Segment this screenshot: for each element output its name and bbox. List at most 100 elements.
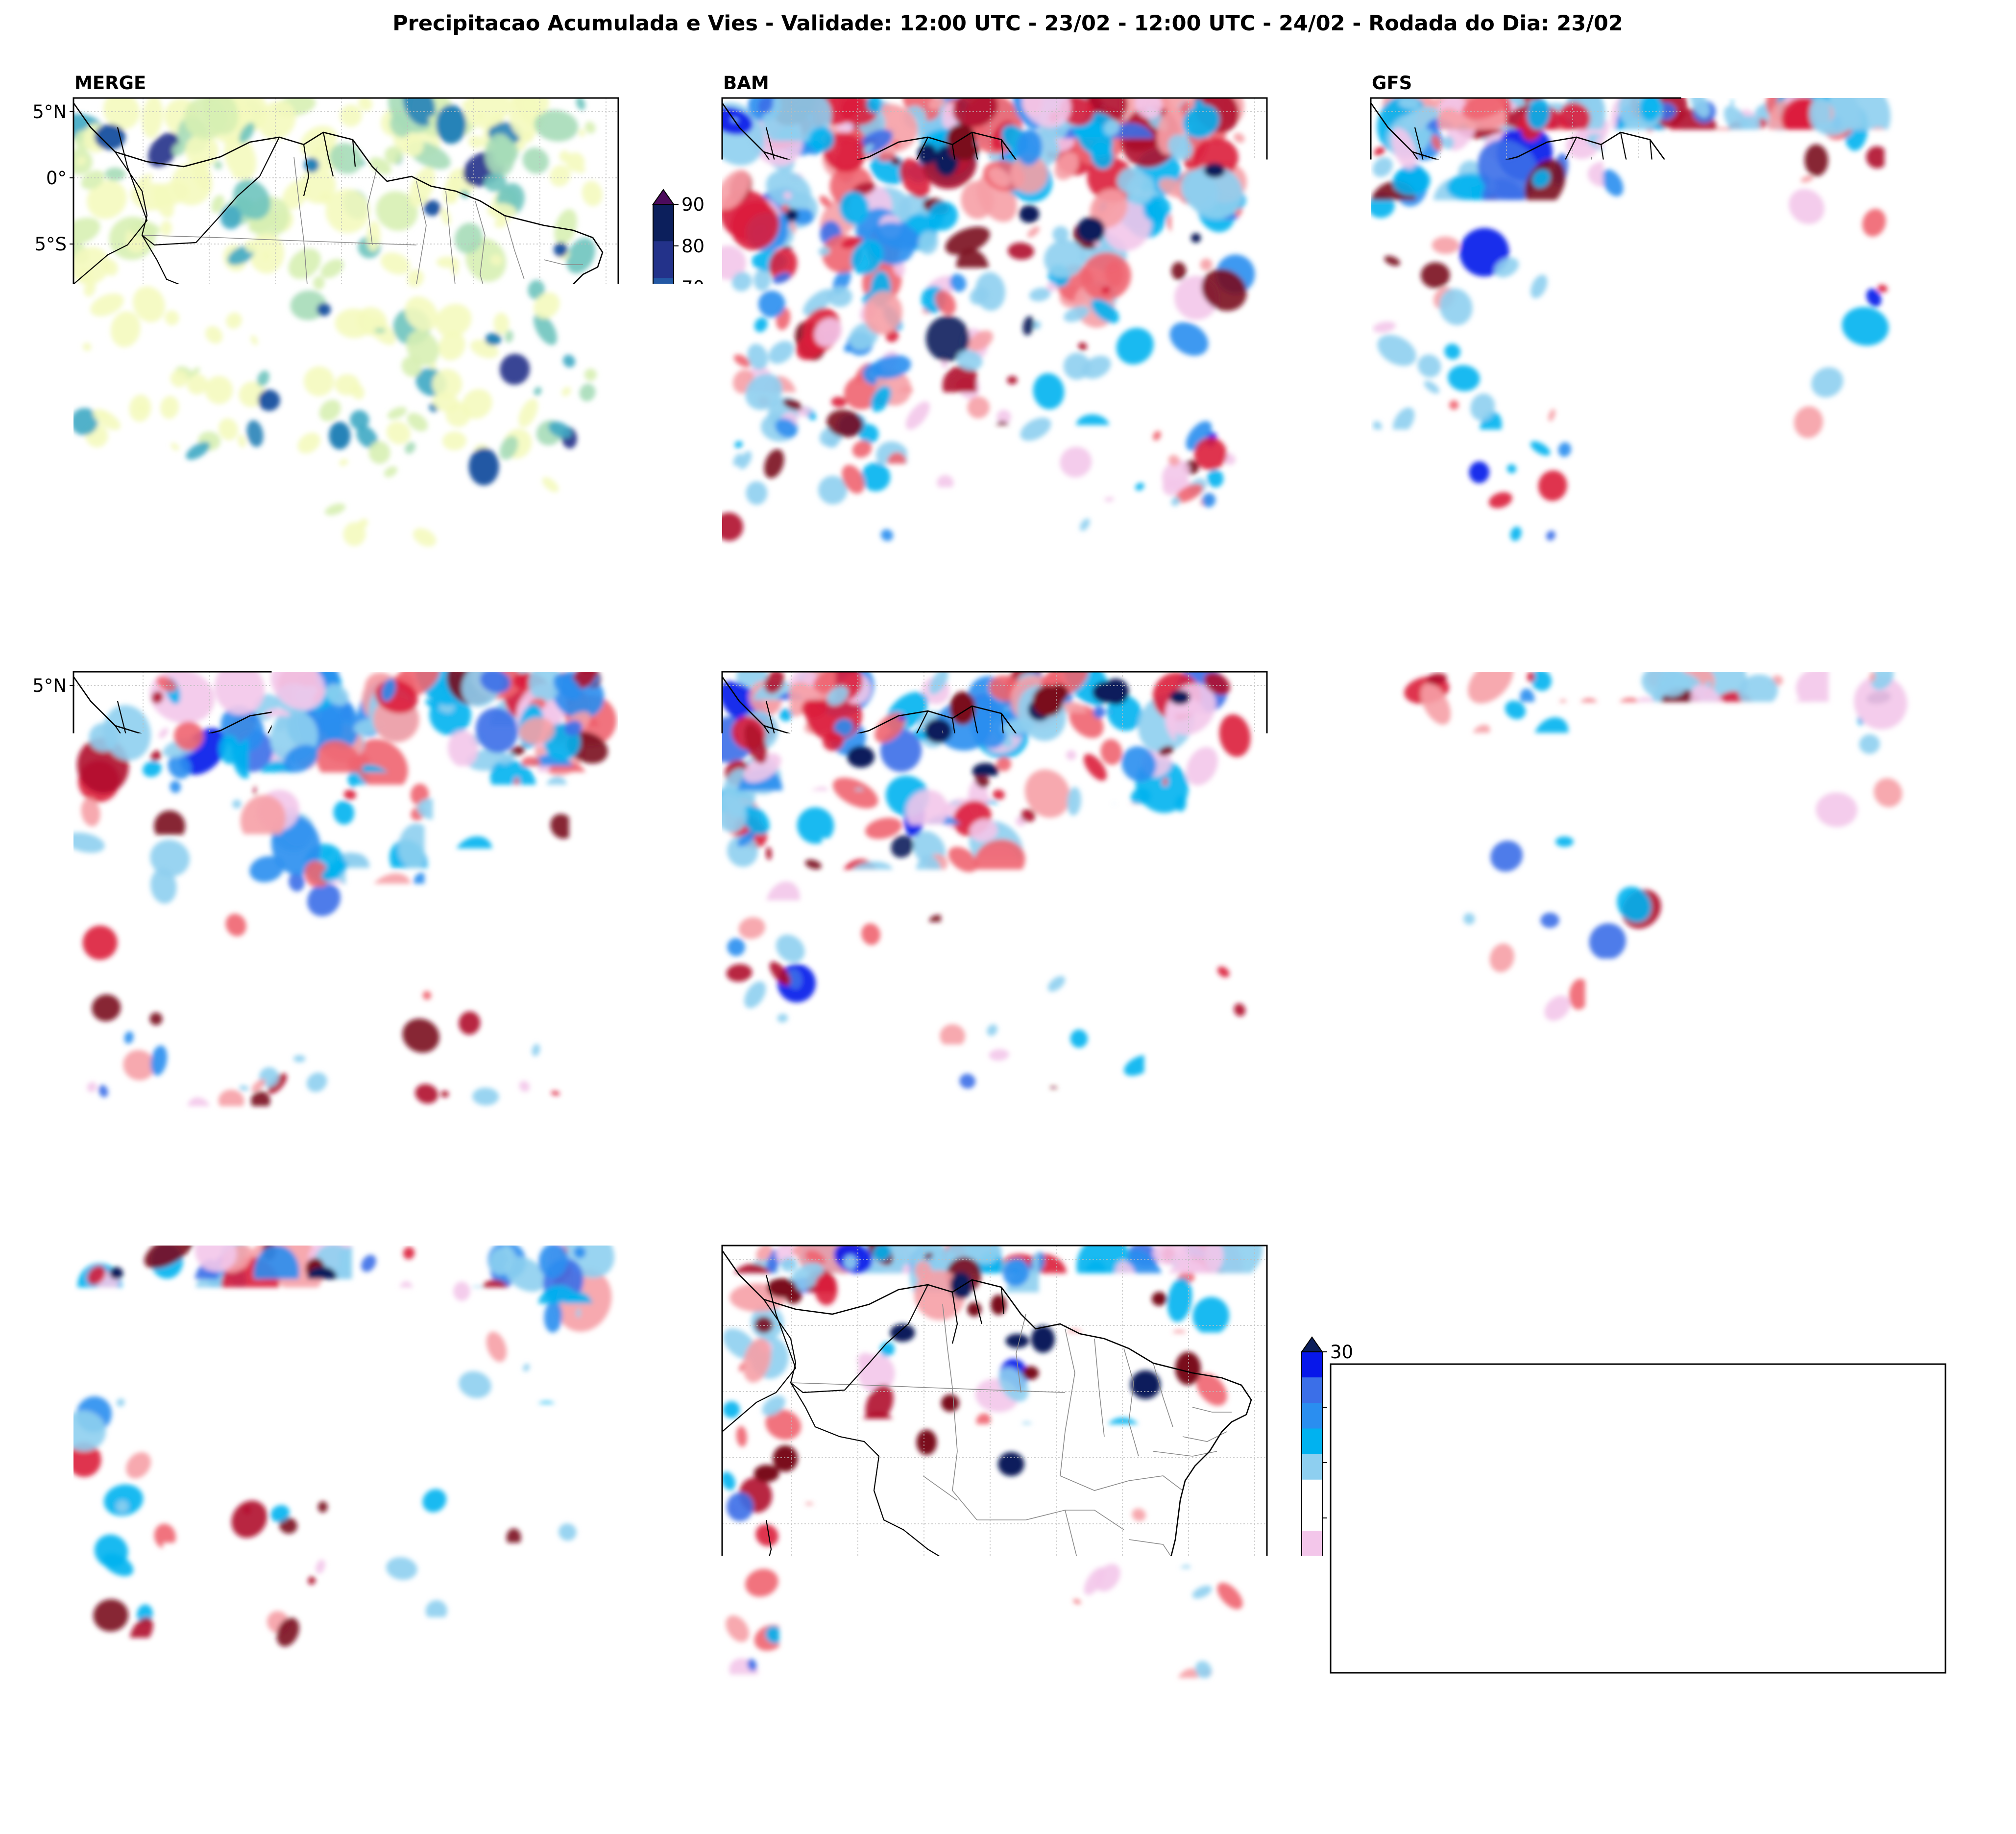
lon-tick-label: 50°W [1031,1798,1081,1819]
colorbar-segment [1950,1008,1971,1034]
panel-brams: BRAMSINPE/CGCT/DIPTC3020100−10−20−30 [1346,640,2016,1217]
colorbar-tick-label: 0 [1330,360,1342,381]
colorbar-tick-label: −30 [1979,526,2016,547]
field-core [1014,414,1030,433]
colorbar-segment [1950,511,1971,537]
lat-tick-label: 20°S [23,432,67,453]
colorbar-over-arrow [1302,190,1322,204]
colorbar-tick-label: 30 [681,443,704,465]
field-core [231,1307,252,1333]
colorbar-segment [1950,829,1971,855]
field-core [424,200,440,216]
colorbar-segment [653,829,674,855]
field-core [1637,392,1667,418]
colorbar-under-arrow [653,1684,674,1699]
field-core [1774,694,1798,719]
colorbar-tick-label: 20 [1330,249,1353,270]
field-core [740,863,767,883]
credit-label: INPE/CGCT/DIPTC [734,1177,902,1205]
field-core [485,333,501,345]
colorbar-segment [653,315,674,352]
colorbar-segment [1302,1582,1322,1608]
lat-tick-label: 5°N [32,101,67,122]
lon-tick-label: 55°W [965,1798,1015,1819]
map-area [56,70,618,643]
field-core [1104,272,1115,280]
svg-text:INPE/CGCT/DIPTC: INPE/CGCT/DIPTC [99,608,240,627]
field-core [1467,269,1478,277]
field-core [1610,925,1628,947]
colorbar-segment [653,982,674,1008]
colorbar-segment [1950,804,1971,830]
empty-axes [1331,1364,1945,1673]
colorbar-segment [653,500,674,537]
lat-tick-label: 25°S [23,498,67,519]
lon-tick-label: 60°W [899,1798,949,1819]
colorbar-tick-label: 10 [1330,305,1353,326]
colorbar-segment [653,957,674,983]
field-core [773,1445,798,1472]
map-area [695,69,1271,643]
field-core [1656,947,1679,976]
colorbar-bias: 3020100−10−20−30 [653,1337,720,1699]
figure-title: Precipitacao Acumulada e Vies - Validade… [392,11,1623,36]
colorbar-tick-label: 10 [1979,879,2002,900]
colorbar-segment [1950,982,1971,1008]
field-core [307,1267,337,1288]
credit-label: INPE/CGCT/DIPTC [85,1751,254,1779]
field-core [998,1452,1024,1476]
field-core [941,1394,959,1412]
colorbar-segment [653,426,674,463]
field-core [1843,743,1858,757]
field-core [1016,912,1035,936]
field-core [918,144,937,165]
lon-tick-label: 55°W [316,1798,366,1819]
colorbar-segment [653,204,674,242]
panel-mpas-monan: MPAS/MONANINPE/CGCT/DIPTC5°N0°5°S10°S15°… [23,1217,720,1819]
field-core [1019,205,1039,223]
colorbar-segment [653,1428,674,1454]
colorbar-tick-label: 30 [681,768,704,789]
colorbar-segment [1950,957,1971,983]
colorbar-bias: 3020100−10−20−30 [1950,763,2016,1125]
field-core [1792,1029,1810,1049]
field-core [1396,900,1422,929]
field-core [270,807,286,822]
colorbar-segment [1950,281,1971,307]
panel-gfs: GFSINPE/CGCT/DIPTC3020100−10−20−30 [1348,68,2016,643]
colorbar-segment [1302,931,1322,957]
colorbar-over-arrow [1302,763,1322,778]
field-core [1809,983,1822,996]
svg-text:INPE/CGCT/DIPTC: INPE/CGCT/DIPTC [1397,1181,1537,1200]
field-core [1574,741,1591,758]
panel-title: MERGE [74,73,146,94]
panel-title: ETA [723,646,761,667]
field-core [800,889,819,908]
colorbar-tick-label: 70 [681,277,704,298]
field-core [1763,379,1785,400]
field-core [554,242,567,257]
lat-tick-label: 30°S [23,1712,67,1733]
colorbar-segment [1950,255,1971,281]
field-core [1203,372,1222,386]
field-core [1768,803,1782,815]
colorbar-tick-label: −10 [681,989,720,1010]
colorbar-segment [1302,358,1322,384]
lon-tick-label: 35°W [1230,1798,1280,1819]
lon-tick-label: 40°W [1164,1798,1214,1819]
colorbar-tick-label: −30 [1330,526,1368,547]
field-core [436,105,466,144]
lon-tick-label: 60°W [250,1798,300,1819]
colorbar-tick-label: −30 [681,1674,720,1695]
field-core [954,263,975,287]
colorbar-segment [1302,1633,1322,1659]
field-core [1854,113,1874,129]
field-core [316,960,343,988]
lon-tick-label: 35°W [581,1798,631,1819]
colorbar-segment [653,778,674,804]
lat-tick-label: 5°S [34,807,67,829]
field-core [817,1007,828,1016]
field-core [379,711,405,744]
lat-tick-label: 10°S [23,874,67,895]
colorbar-segment [1302,957,1322,983]
